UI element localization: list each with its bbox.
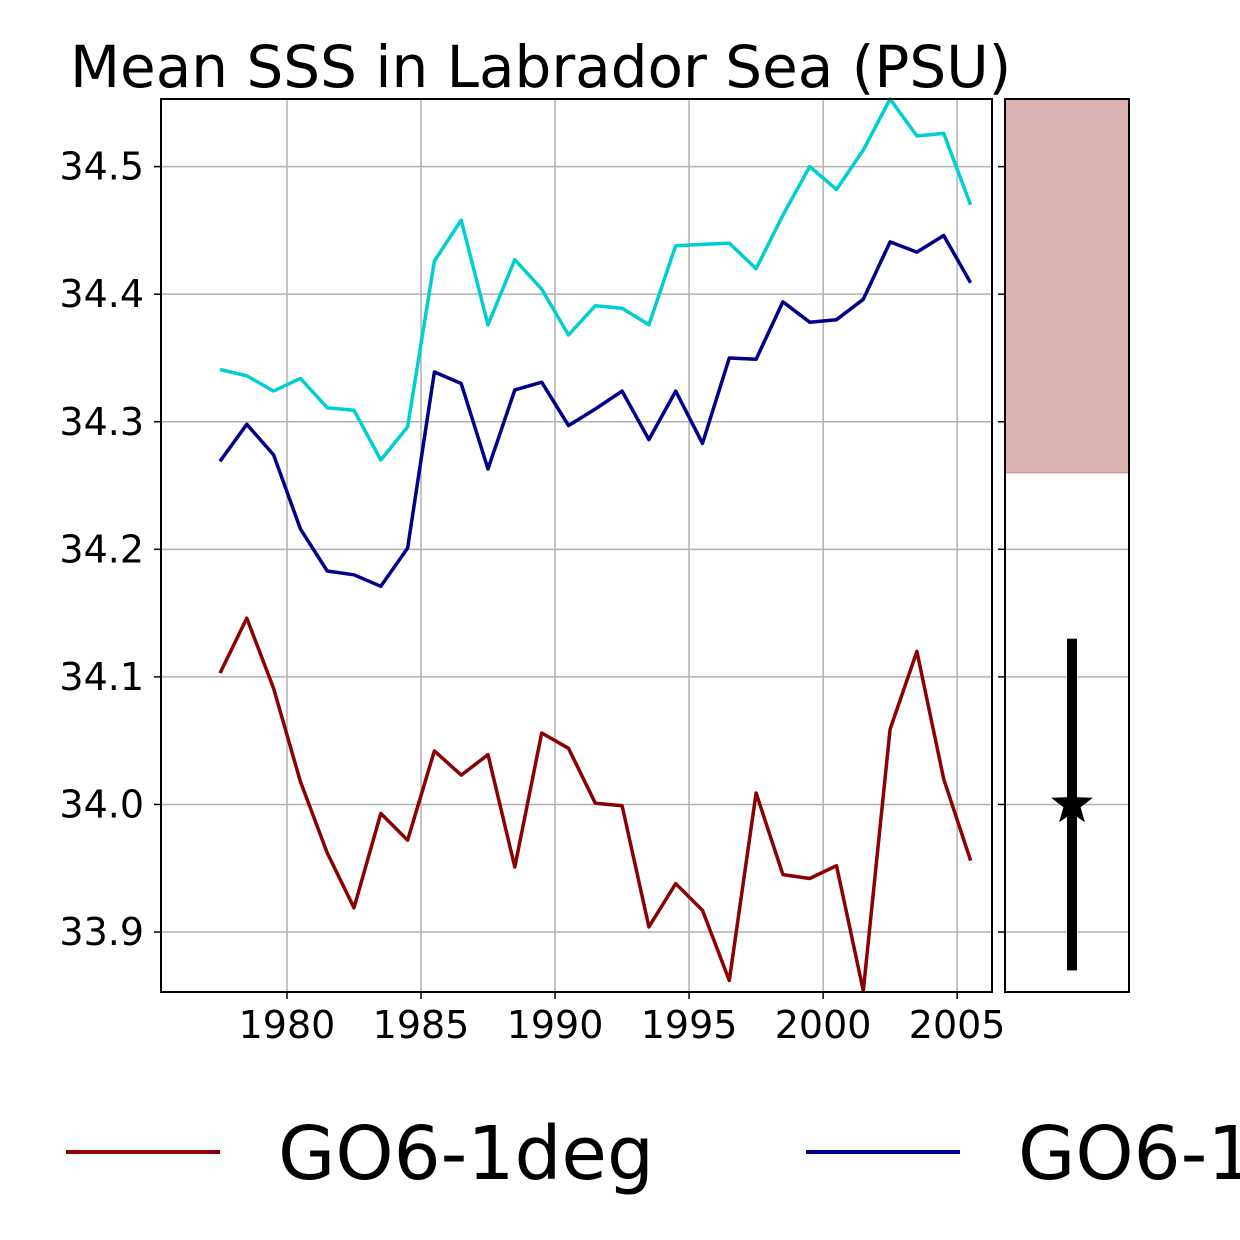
chart-title: Mean SSS in Labrador Sea (PSU) xyxy=(70,33,1011,101)
y-tick-label: 34.1 xyxy=(59,655,144,699)
y-tick-label: 34.3 xyxy=(59,400,144,444)
side-panel-frame xyxy=(1004,98,1130,993)
y-tick-label: 33.9 xyxy=(59,910,144,954)
y-tick-label: 34.5 xyxy=(59,145,144,189)
x-tick-label: 1980 xyxy=(239,1003,336,1047)
x-tick-label: 2000 xyxy=(775,1003,872,1047)
side-star-marker xyxy=(1051,782,1093,823)
axis-layer: 1980 1985 1990 1995 2000 2005 33.9 34.0 34.1 34.2… xyxy=(59,145,1005,1047)
series-layer xyxy=(218,97,973,993)
series-line-series-3 xyxy=(219,97,973,462)
legend-label: GO6-1 xyxy=(1018,1111,1240,1197)
series-line-go6-1 xyxy=(218,233,973,589)
side-shaded-range xyxy=(1004,98,1130,474)
x-tick-label: 2005 xyxy=(909,1003,1006,1047)
x-tick-label: 1985 xyxy=(373,1003,470,1047)
legend-label: GO6-1deg xyxy=(278,1111,654,1197)
series-line-go6-1deg xyxy=(218,616,973,993)
x-tick-label: 1995 xyxy=(641,1003,738,1047)
y-tick-label: 34.4 xyxy=(59,272,144,316)
y-tick-label: 34.0 xyxy=(59,782,144,826)
side-panel-layer xyxy=(1004,98,1130,971)
x-tick-label: 1990 xyxy=(507,1003,604,1047)
main-plot-frame xyxy=(160,98,993,993)
main-plot-grid xyxy=(161,99,992,992)
y-tick-label: 34.2 xyxy=(59,527,144,571)
legend: GO6-1deg GO6-1 xyxy=(66,1111,1240,1197)
